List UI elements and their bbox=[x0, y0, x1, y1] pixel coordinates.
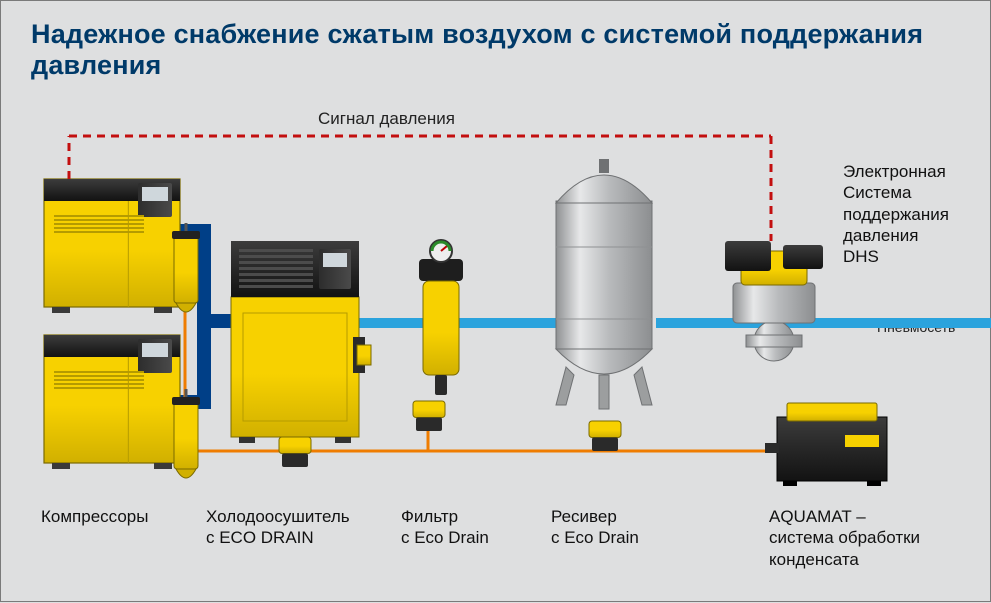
aquamat-icon bbox=[765, 403, 887, 486]
dhs-icon bbox=[725, 241, 823, 361]
eco-drain-icon bbox=[172, 223, 200, 312]
caption-filter: Фильтр с Eco Drain bbox=[401, 506, 489, 549]
compressor-icon bbox=[44, 335, 180, 469]
filter-icon bbox=[419, 240, 463, 395]
eco-drain-trap-icon bbox=[413, 401, 445, 431]
caption-compressors: Компрессоры bbox=[41, 506, 148, 527]
caption-aquamat: AQUAMAT –система обработкиконденсата bbox=[769, 506, 920, 570]
caption-receiver: Ресивер с Eco Drain bbox=[551, 506, 639, 549]
net-label: Пневмосеть bbox=[877, 319, 955, 335]
eco-drain-icon bbox=[172, 389, 200, 478]
compressor-icon bbox=[44, 179, 180, 313]
page-title: Надежное снабжение сжатым воздухом с сис… bbox=[1, 1, 931, 81]
dryer-icon bbox=[231, 241, 371, 443]
signal-label: Сигнал давления bbox=[318, 109, 455, 129]
signal-line bbox=[69, 136, 771, 241]
eco-drain-trap-icon bbox=[589, 421, 621, 451]
caption-dryer: Холодоосушитель с ECO DRAIN bbox=[206, 506, 350, 549]
dhs-label: ЭлектроннаяСистемаподдержаниядавленияDHS bbox=[843, 161, 949, 267]
eco-drain-trap-icon bbox=[279, 437, 311, 467]
receiver-icon bbox=[556, 159, 652, 409]
